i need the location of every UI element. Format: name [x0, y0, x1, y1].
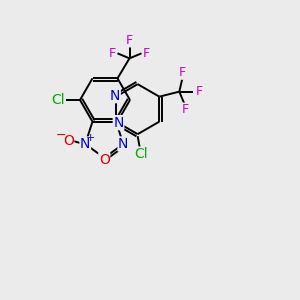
Text: Cl: Cl [51, 93, 65, 107]
Text: F: F [126, 34, 133, 47]
Text: −: − [56, 128, 67, 142]
Text: Cl: Cl [134, 147, 148, 161]
Text: O: O [99, 153, 110, 167]
Text: +: + [85, 133, 95, 143]
Text: F: F [179, 66, 186, 79]
Text: F: F [196, 85, 203, 98]
Text: N: N [80, 137, 90, 151]
Text: F: F [109, 47, 116, 60]
Text: F: F [182, 103, 189, 116]
Text: O: O [63, 134, 74, 148]
Text: N: N [110, 89, 120, 103]
Text: N: N [113, 116, 124, 130]
Text: F: F [143, 47, 150, 60]
Text: N: N [118, 137, 128, 151]
